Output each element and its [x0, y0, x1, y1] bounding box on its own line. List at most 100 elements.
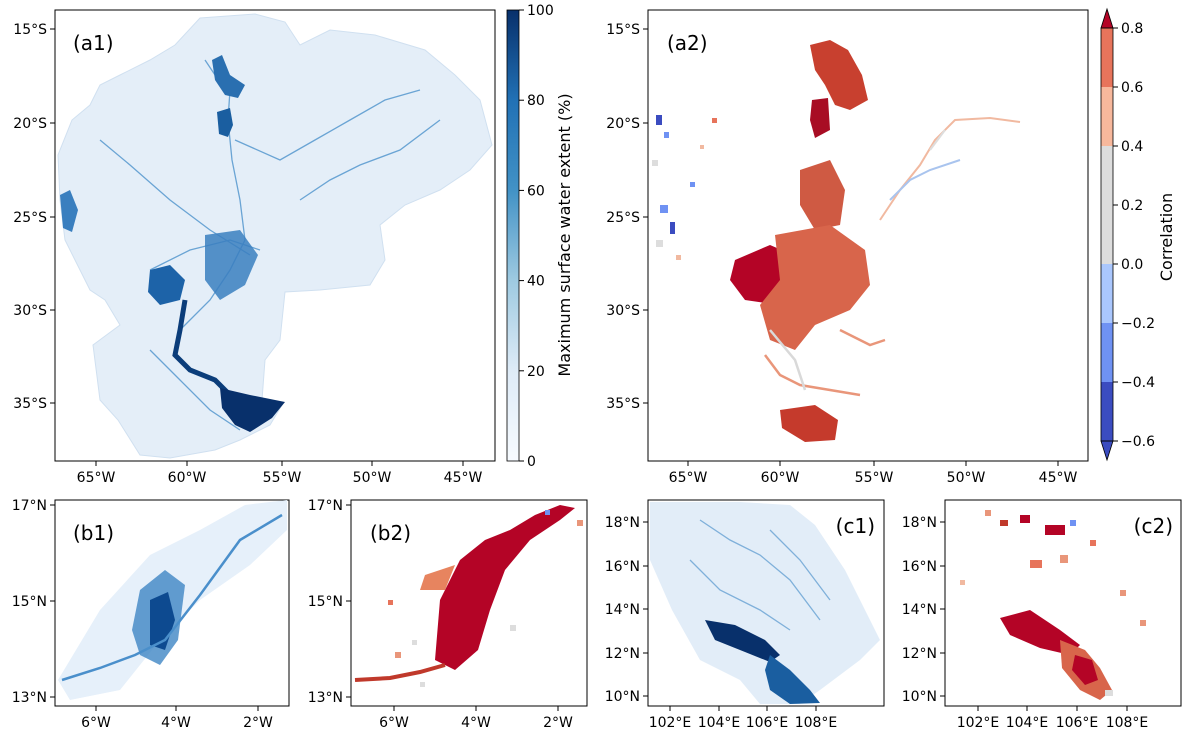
- panel-a1: 15°S 20°S 25°S 30°S 35°S 65°W 60°W 55°W 50°W 45°…: [13, 9, 496, 486]
- panel-c1: 18°N 16°N 14°N 12°N 10°N 102°E 104°E 106°E 108°…: [605, 499, 885, 731]
- b1-channel: [61, 513, 283, 682]
- a1-colorbar-tick-label: 60: [527, 183, 545, 199]
- a2-colorbar-bin: [1101, 28, 1113, 87]
- c2-ytick-label: 10°N: [902, 689, 937, 705]
- a1-colorbar-label: Maximum surface water extent (%): [555, 93, 574, 376]
- a2-colorbar-tick-label: 0.6: [1121, 80, 1143, 96]
- a2-correlation-map: [652, 40, 1021, 442]
- a2-colorbar-tick-label: 0.4: [1121, 139, 1143, 155]
- c1-panel-label: (c1): [836, 514, 875, 538]
- a2-colorbar-bin: [1101, 87, 1113, 146]
- c1-rivers: [689, 519, 831, 631]
- a1-basin-map: [57, 13, 493, 459]
- panel-b1: 17°N 15°N 13°N 6°W 4°W 2°W (b1): [12, 498, 290, 731]
- a2-colorbar-bin: [1101, 205, 1113, 264]
- a2-ytick-label: 15°S: [606, 22, 640, 38]
- a2-colorbar-bin: [1101, 146, 1113, 205]
- b1-x-axis: 6°W 4°W 2°W: [81, 706, 273, 731]
- a1-xtick-label: 55°W: [263, 470, 302, 486]
- a2-colorbar: −0.6 −0.4 −0.2 0.0 0.2 0.4 0.6 0.8 Correlation: [1100, 7, 1176, 462]
- c1-ytick-label: 16°N: [605, 559, 640, 575]
- c1-ytick-label: 12°N: [605, 646, 640, 662]
- a2-colorbar-tick-label: 0.0: [1121, 257, 1143, 273]
- a2-ytick-label: 35°S: [606, 396, 640, 412]
- a1-rio-de-la-plata: [220, 388, 285, 432]
- a1-wetland-chaco: [148, 265, 185, 305]
- b2-correlation-core: [435, 505, 575, 670]
- a2-xtick-label: 50°W: [947, 470, 986, 486]
- b1-y-axis: 17°N 15°N 13°N: [12, 498, 55, 706]
- c2-ytick-label: 12°N: [902, 646, 937, 662]
- b1-ytick-label: 15°N: [12, 594, 47, 610]
- a2-panel-label: (a2): [667, 31, 708, 55]
- c2-delta-core: [1072, 655, 1098, 685]
- a2-west-speckles: [652, 115, 717, 260]
- a1-xtick-label: 65°W: [77, 470, 116, 486]
- b2-ytick-label: 15°N: [308, 594, 343, 610]
- b1-ytick-label: 17°N: [12, 498, 47, 514]
- a2-ytick-label: 30°S: [606, 303, 640, 319]
- a2-colorbar-bin: [1101, 323, 1113, 382]
- c1-ytick-label: 18°N: [605, 515, 640, 531]
- b2-ytick-label: 13°N: [308, 690, 343, 706]
- b2-ytick-label: 17°N: [308, 498, 343, 514]
- c1-tonle-sap: [705, 620, 780, 662]
- a2-xtick-label: 65°W: [669, 470, 708, 486]
- a1-xtick-label: 60°W: [168, 470, 207, 486]
- c1-xtick-label: 104°E: [698, 715, 741, 731]
- c2-ytick-label: 16°N: [902, 559, 937, 575]
- panel-b2: 17°N 15°N 13°N 6°W 4°W 2°W (b2): [308, 498, 588, 731]
- c2-tonle-sap: [1000, 610, 1080, 655]
- c1-mekong-delta: [765, 655, 820, 704]
- a2-colorbar-extend-max: [1100, 7, 1114, 29]
- a1-ytick-label: 20°S: [13, 116, 47, 132]
- b2-tail: [354, 663, 446, 682]
- c1-ytick-label: 14°N: [605, 602, 640, 618]
- a2-colorbar-tick-label: 0.2: [1121, 198, 1143, 214]
- c2-y-axis: 18°N 16°N 14°N 12°N 10°N: [902, 515, 945, 705]
- a2-river-traces: [879, 116, 1021, 221]
- a2-colorbar-tick-label: 0.8: [1121, 21, 1143, 37]
- a1-xtick-label: 50°W: [353, 470, 392, 486]
- a2-xtick-label: 55°W: [855, 470, 894, 486]
- c2-xtick-label: 102°E: [957, 715, 1000, 731]
- a1-ytick-label: 15°S: [13, 22, 47, 38]
- a1-y-axis: 15°S 20°S 25°S 30°S 35°S: [13, 22, 55, 412]
- a1-lake-pantanal: [217, 108, 233, 137]
- panel-c2: 18°N 16°N 14°N 12°N 10°N 102°E 104°E 106°E 108°…: [902, 499, 1182, 731]
- a1-colorbar-tick-label: 0: [527, 454, 536, 470]
- c2-ytick-label: 18°N: [902, 515, 937, 531]
- c1-y-axis: 18°N 16°N 14°N 12°N 10°N: [605, 515, 648, 705]
- a2-colorbar-tick-label: −0.4: [1121, 375, 1155, 391]
- a2-colorbar-ticks: −0.6 −0.4 −0.2 0.0 0.2 0.4 0.6 0.8: [1113, 21, 1155, 450]
- c2-xtick-label: 108°E: [1106, 715, 1149, 731]
- a1-xtick-label: 45°W: [444, 470, 483, 486]
- a2-colorbar-tick-label: −0.2: [1121, 316, 1155, 332]
- a1-ytick-label: 25°S: [13, 210, 47, 226]
- a2-lower-cluster: [780, 405, 838, 442]
- b2-speckles: [388, 510, 583, 687]
- a1-ytick-label: 30°S: [13, 303, 47, 319]
- b2-panel-label: (b2): [370, 521, 411, 545]
- a2-colorbar-outline: [1100, 27, 1114, 442]
- a1-wetland-parana: [205, 230, 258, 300]
- panel-a2: 15°S 20°S 25°S 30°S 35°S 65°W 60°W 55°W 50°W 45°…: [606, 9, 1089, 486]
- a1-colorbar: 0 20 40 60 80 100 Maximum surface water exten…: [506, 3, 574, 470]
- a2-colorbar-bins: [1100, 7, 1114, 462]
- a2-y-axis: 15°S 20°S 25°S 30°S 35°S: [606, 22, 648, 412]
- c1-ytick-label: 10°N: [605, 689, 640, 705]
- c2-panel-label: (c2): [1134, 514, 1173, 538]
- a2-colorbar-label: Correlation: [1157, 193, 1176, 281]
- a2-ytick-label: 20°S: [606, 116, 640, 132]
- a2-upper-cluster-core: [810, 98, 830, 138]
- a1-coast-west: [60, 190, 78, 232]
- a2-upper-cluster: [810, 40, 868, 110]
- c1-xtick-label: 108°E: [795, 715, 838, 731]
- a2-main-cluster: [760, 225, 870, 350]
- a1-x-axis: 65°W 60°W 55°W 50°W 45°W: [77, 461, 483, 486]
- a1-parana-channel: [172, 299, 232, 397]
- a1-colorbar-tick-label: 40: [527, 274, 545, 290]
- a1-colorbar-tick-label: 20: [527, 364, 545, 380]
- b1-xtick-label: 2°W: [243, 715, 273, 731]
